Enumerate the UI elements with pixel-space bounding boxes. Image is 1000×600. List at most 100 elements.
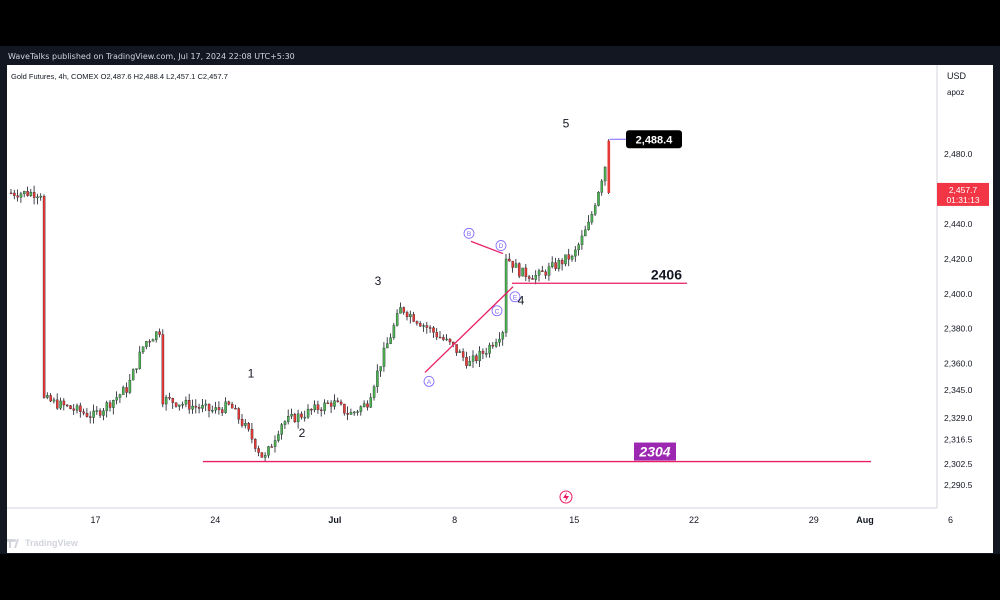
candle-body — [435, 332, 439, 338]
price-tick: 2,345.0 — [944, 385, 973, 395]
scale-mode-label: apoz — [947, 88, 964, 97]
candle-body — [458, 351, 462, 353]
price-tick: 2,329.0 — [944, 413, 973, 423]
candle-body — [313, 404, 316, 411]
candle-body — [65, 404, 69, 407]
candle-body — [237, 408, 241, 420]
time-tick: 22 — [689, 515, 699, 525]
candle-body — [356, 411, 359, 413]
candle-body — [339, 401, 343, 405]
candle-body — [194, 405, 198, 408]
candle-body — [419, 323, 422, 327]
candle-body — [448, 338, 452, 343]
price-tick: 2,316.5 — [944, 435, 973, 445]
candle-body — [79, 405, 82, 412]
candle-body — [557, 260, 561, 269]
tradingview-footer: TradingView — [7, 535, 78, 551]
price-chart[interactable]: Gold Futures, 4h, COMEX O2,487.6 H2,488.… — [7, 65, 993, 553]
candle-body — [425, 325, 429, 328]
chart-area[interactable]: Gold Futures, 4h, COMEX O2,487.6 H2,488.… — [7, 65, 993, 553]
candle-body — [283, 421, 287, 425]
level-2304-tag — [634, 442, 676, 461]
candle-body — [379, 366, 382, 372]
price-tick: 2,360.0 — [944, 359, 973, 369]
candle-body — [135, 368, 138, 370]
candle-body — [455, 344, 458, 353]
candle-body — [155, 331, 158, 340]
price-scale[interactable]: USDapoz2,480.02,460.02,440.02,420.02,400… — [937, 71, 989, 490]
candle-body — [161, 334, 165, 405]
candle-body — [584, 229, 587, 237]
candle-body — [392, 325, 396, 338]
candle-body — [405, 312, 409, 318]
candle-body — [46, 395, 49, 398]
candle-body — [122, 387, 125, 395]
candle-body — [600, 180, 604, 193]
candle-body — [145, 341, 148, 347]
level-2406-label: 2406 — [651, 266, 682, 282]
candle-body — [329, 402, 333, 407]
candle-body — [498, 338, 501, 343]
candle-body — [296, 413, 300, 423]
triangle-point-d — [495, 240, 507, 251]
candle-body — [273, 440, 277, 447]
candle-body — [428, 327, 432, 329]
candle-body — [560, 260, 564, 265]
candle-body — [386, 343, 389, 349]
candle-body — [514, 263, 518, 268]
triangle-point-b — [463, 227, 475, 239]
price-tick: 2,440.0 — [944, 219, 973, 229]
candle-body — [250, 429, 254, 440]
price-countdown: 01:31:13 — [946, 195, 979, 205]
candle-body — [478, 350, 481, 362]
candle-body — [488, 344, 491, 354]
candle-body — [551, 262, 554, 267]
candle-body — [445, 338, 448, 341]
level-2304-label: 2304 — [638, 444, 670, 460]
candle-body — [26, 191, 29, 196]
candle-body — [468, 361, 472, 366]
candle-body — [211, 409, 214, 412]
candle-body — [395, 313, 399, 326]
candle-body — [511, 260, 514, 268]
candle-body — [471, 355, 475, 362]
wave-label-1: 1 — [248, 367, 255, 381]
candle-body — [293, 414, 297, 423]
candle-body — [181, 404, 184, 406]
candle-body — [336, 400, 340, 403]
candle-body — [141, 346, 145, 353]
candle-body — [188, 400, 191, 410]
candle-body — [108, 402, 112, 408]
candle-body — [349, 412, 353, 415]
candle-body — [346, 413, 349, 415]
candle-body — [303, 416, 307, 419]
candle-body — [254, 439, 257, 449]
time-scale[interactable]: 17 24 Jul 8 15 22 29 Aug 6 — [90, 515, 953, 525]
price-tick: 2,290.5 — [944, 480, 973, 490]
candle-body — [23, 191, 26, 195]
candle-body — [570, 255, 574, 260]
triangle-label-b: B — [467, 231, 471, 238]
wave-label-4: 4 — [518, 293, 525, 307]
candle-body — [534, 275, 538, 280]
candle-body — [376, 370, 379, 387]
candle-body — [567, 254, 571, 260]
candle-body — [39, 196, 43, 198]
candle-body — [247, 423, 250, 430]
price-tick: 2,420.0 — [944, 254, 973, 264]
event-lightning-glyph — [563, 492, 569, 502]
candle-body — [164, 397, 168, 405]
candle-body — [399, 307, 402, 314]
time-tick: 17 — [90, 515, 100, 525]
candle-body — [287, 416, 290, 422]
candle-body — [184, 400, 188, 405]
current-price-value: 2,457.7 — [949, 185, 978, 195]
candle-body — [270, 446, 274, 448]
time-tick: Jul — [328, 515, 341, 525]
triangle-label-d: D — [499, 243, 504, 250]
triangle-label-e: E — [513, 294, 518, 301]
candle-body — [260, 452, 264, 458]
candle-body — [56, 399, 59, 409]
candle-body — [320, 409, 323, 412]
candle-body — [369, 397, 373, 408]
